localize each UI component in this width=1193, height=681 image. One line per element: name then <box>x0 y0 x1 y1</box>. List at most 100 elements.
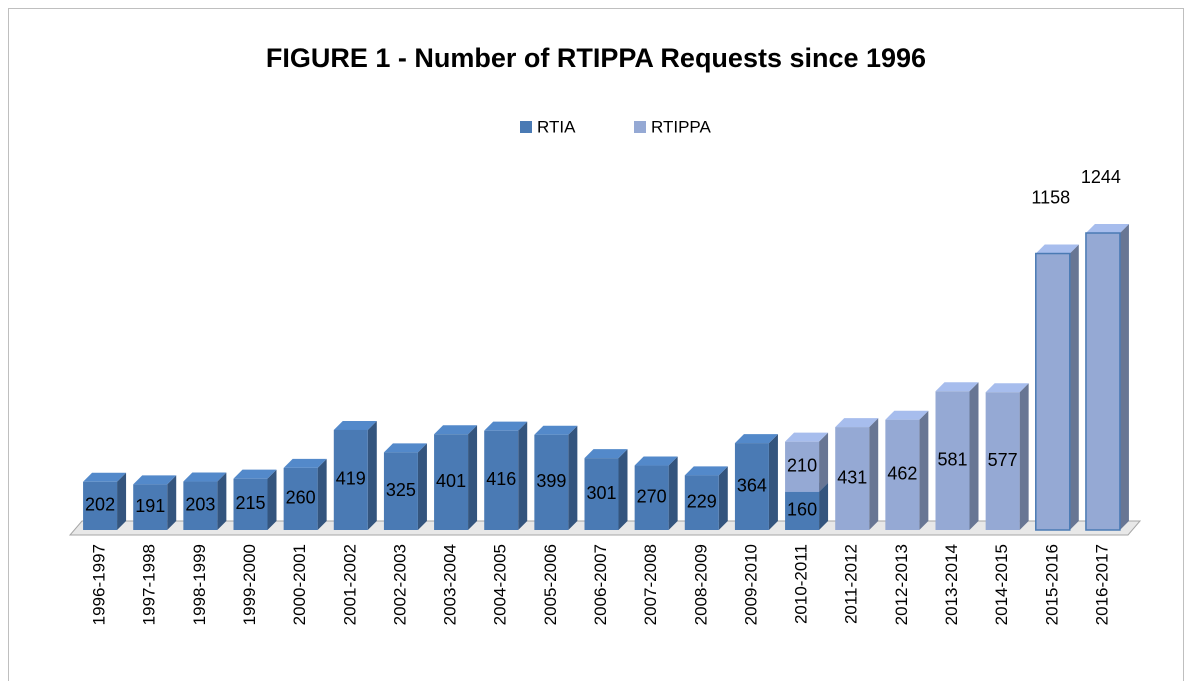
x-tick-label: 2013-2014 <box>942 544 961 625</box>
legend-label: RTIA <box>537 117 576 136</box>
x-tick-label: 2011-2012 <box>842 544 861 624</box>
x-tick-label: 1997-1998 <box>140 544 159 625</box>
x-tick-label: 2007-2008 <box>641 544 660 625</box>
bar-side <box>117 472 127 530</box>
x-tick-label: 2004-2005 <box>491 544 510 625</box>
bar <box>935 391 970 530</box>
x-tick-label: 1999-2000 <box>240 544 259 625</box>
data-label: 210 <box>787 455 817 475</box>
x-tick-label: 2010-2011 <box>792 544 811 624</box>
x-tick-label: 2014-2015 <box>992 544 1011 625</box>
data-label: 399 <box>536 471 566 491</box>
bar-top <box>985 383 1029 393</box>
data-label: 577 <box>988 450 1018 470</box>
data-label: 1244 <box>1081 167 1121 187</box>
bar-top <box>183 472 227 482</box>
bar-top <box>835 418 879 428</box>
data-label: 202 <box>85 495 115 515</box>
x-tick-label: 2015-2016 <box>1042 544 1061 625</box>
bar-side <box>1069 244 1079 530</box>
legend-swatch <box>634 121 646 133</box>
bar-top <box>885 410 929 420</box>
bar <box>1035 252 1071 531</box>
x-tick-label: 2002-2003 <box>390 544 409 625</box>
bar <box>734 443 769 530</box>
x-tick-label: 2001-2002 <box>340 544 359 625</box>
bar-top <box>83 472 127 482</box>
data-label: 419 <box>336 469 366 489</box>
data-label: 215 <box>235 493 265 513</box>
bar <box>985 392 1020 530</box>
bar-side <box>618 449 628 530</box>
data-label: 364 <box>737 475 767 495</box>
bar <box>534 434 569 530</box>
bar-side <box>819 432 829 492</box>
bar-side <box>167 475 177 530</box>
bar-side <box>417 443 427 530</box>
bar <box>383 452 418 530</box>
bar-top <box>283 458 327 468</box>
bar-top <box>935 382 979 392</box>
bar-top <box>484 421 528 431</box>
bar-side <box>768 434 778 530</box>
data-label: 270 <box>637 487 667 507</box>
bar <box>283 467 318 530</box>
data-label: 260 <box>286 488 316 508</box>
bar-side <box>367 420 377 530</box>
legend-swatch <box>520 121 532 133</box>
bar-top <box>534 425 578 435</box>
bar <box>634 465 669 530</box>
bar-side <box>969 382 979 530</box>
bar <box>1085 232 1121 531</box>
bar <box>835 427 870 530</box>
data-label: 581 <box>937 449 967 469</box>
bar-side <box>317 458 327 530</box>
bar <box>434 434 469 530</box>
bar <box>333 429 368 530</box>
bar-top <box>584 449 628 459</box>
bar-side <box>518 421 528 530</box>
data-label: 1158 <box>1031 187 1070 207</box>
bar-top <box>684 466 728 476</box>
data-label: 191 <box>135 496 165 516</box>
chart-border <box>8 8 1184 681</box>
bar-top <box>1085 224 1129 233</box>
bar-top <box>383 443 427 453</box>
bar-side <box>819 482 829 530</box>
x-tick-label: 2008-2009 <box>691 544 710 625</box>
bar <box>785 491 820 530</box>
data-label: 229 <box>687 491 717 511</box>
bar-side <box>1019 383 1029 530</box>
data-label: 401 <box>436 471 466 491</box>
x-tick-label: 2009-2010 <box>741 544 760 625</box>
bar-side <box>718 466 728 530</box>
bar-side <box>1119 224 1129 530</box>
data-label: 160 <box>787 500 817 520</box>
bar-top <box>133 475 177 485</box>
bar <box>484 430 519 530</box>
bar-side <box>267 469 277 530</box>
bar <box>83 481 118 530</box>
bar-side <box>869 418 879 530</box>
x-tick-label: 1998-1999 <box>190 544 209 625</box>
bar-top <box>734 434 778 444</box>
bar-side <box>217 472 227 530</box>
data-label: 416 <box>486 469 516 489</box>
bar <box>785 441 820 492</box>
bar <box>183 481 218 530</box>
x-tick-label: 2000-2001 <box>290 544 309 625</box>
bar-side <box>468 425 478 530</box>
data-label: 301 <box>586 483 616 503</box>
x-tick-label: 2005-2006 <box>541 544 560 625</box>
bar-top <box>1035 244 1079 254</box>
data-label: 203 <box>185 495 215 515</box>
bar <box>684 475 719 530</box>
bar <box>885 419 920 530</box>
bar-side <box>668 456 678 530</box>
bar <box>133 484 168 530</box>
legend-label: RTIPPA <box>651 117 711 136</box>
x-tick-label: 2006-2007 <box>591 544 610 625</box>
bar-top <box>634 456 678 466</box>
bar-side <box>568 425 578 530</box>
